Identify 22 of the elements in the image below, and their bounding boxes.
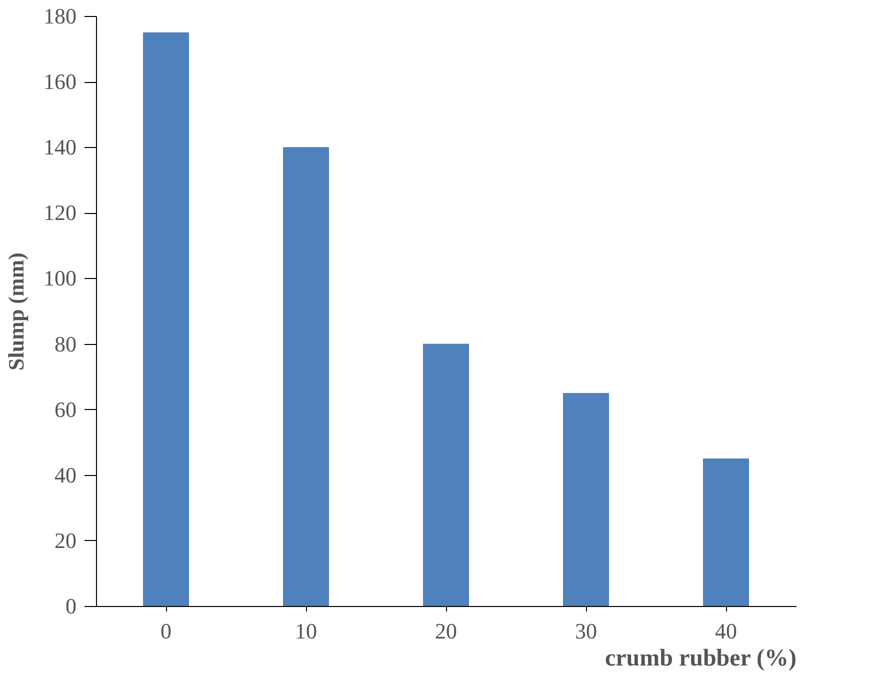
x-tick-label: 0 bbox=[160, 618, 172, 644]
y-tick-label: 180 bbox=[44, 4, 76, 28]
x-tick-label: 40 bbox=[715, 618, 737, 644]
x-tick-label: 10 bbox=[295, 618, 317, 644]
bar bbox=[423, 344, 469, 606]
bar bbox=[703, 458, 749, 606]
y-tick-label: 80 bbox=[54, 331, 76, 356]
y-axis-title: Slump (mm) bbox=[4, 252, 28, 370]
bar bbox=[283, 147, 329, 606]
x-tick-label: 20 bbox=[435, 618, 457, 644]
y-tick-label: 40 bbox=[54, 462, 76, 488]
y-tick-label: 20 bbox=[54, 528, 76, 553]
y-tick-label: 120 bbox=[44, 200, 76, 226]
y-tick-label: 0 bbox=[66, 594, 76, 618]
y-tick-label: 60 bbox=[54, 396, 76, 422]
bar bbox=[143, 32, 189, 606]
y-tick-label: 100 bbox=[44, 266, 76, 291]
x-tick-label: 30 bbox=[575, 618, 597, 644]
x-axis-title: crumb rubber (%) bbox=[604, 646, 796, 672]
y-tick-label: 140 bbox=[44, 134, 76, 160]
y-tick-label: 160 bbox=[44, 69, 76, 94]
bar bbox=[563, 392, 609, 606]
